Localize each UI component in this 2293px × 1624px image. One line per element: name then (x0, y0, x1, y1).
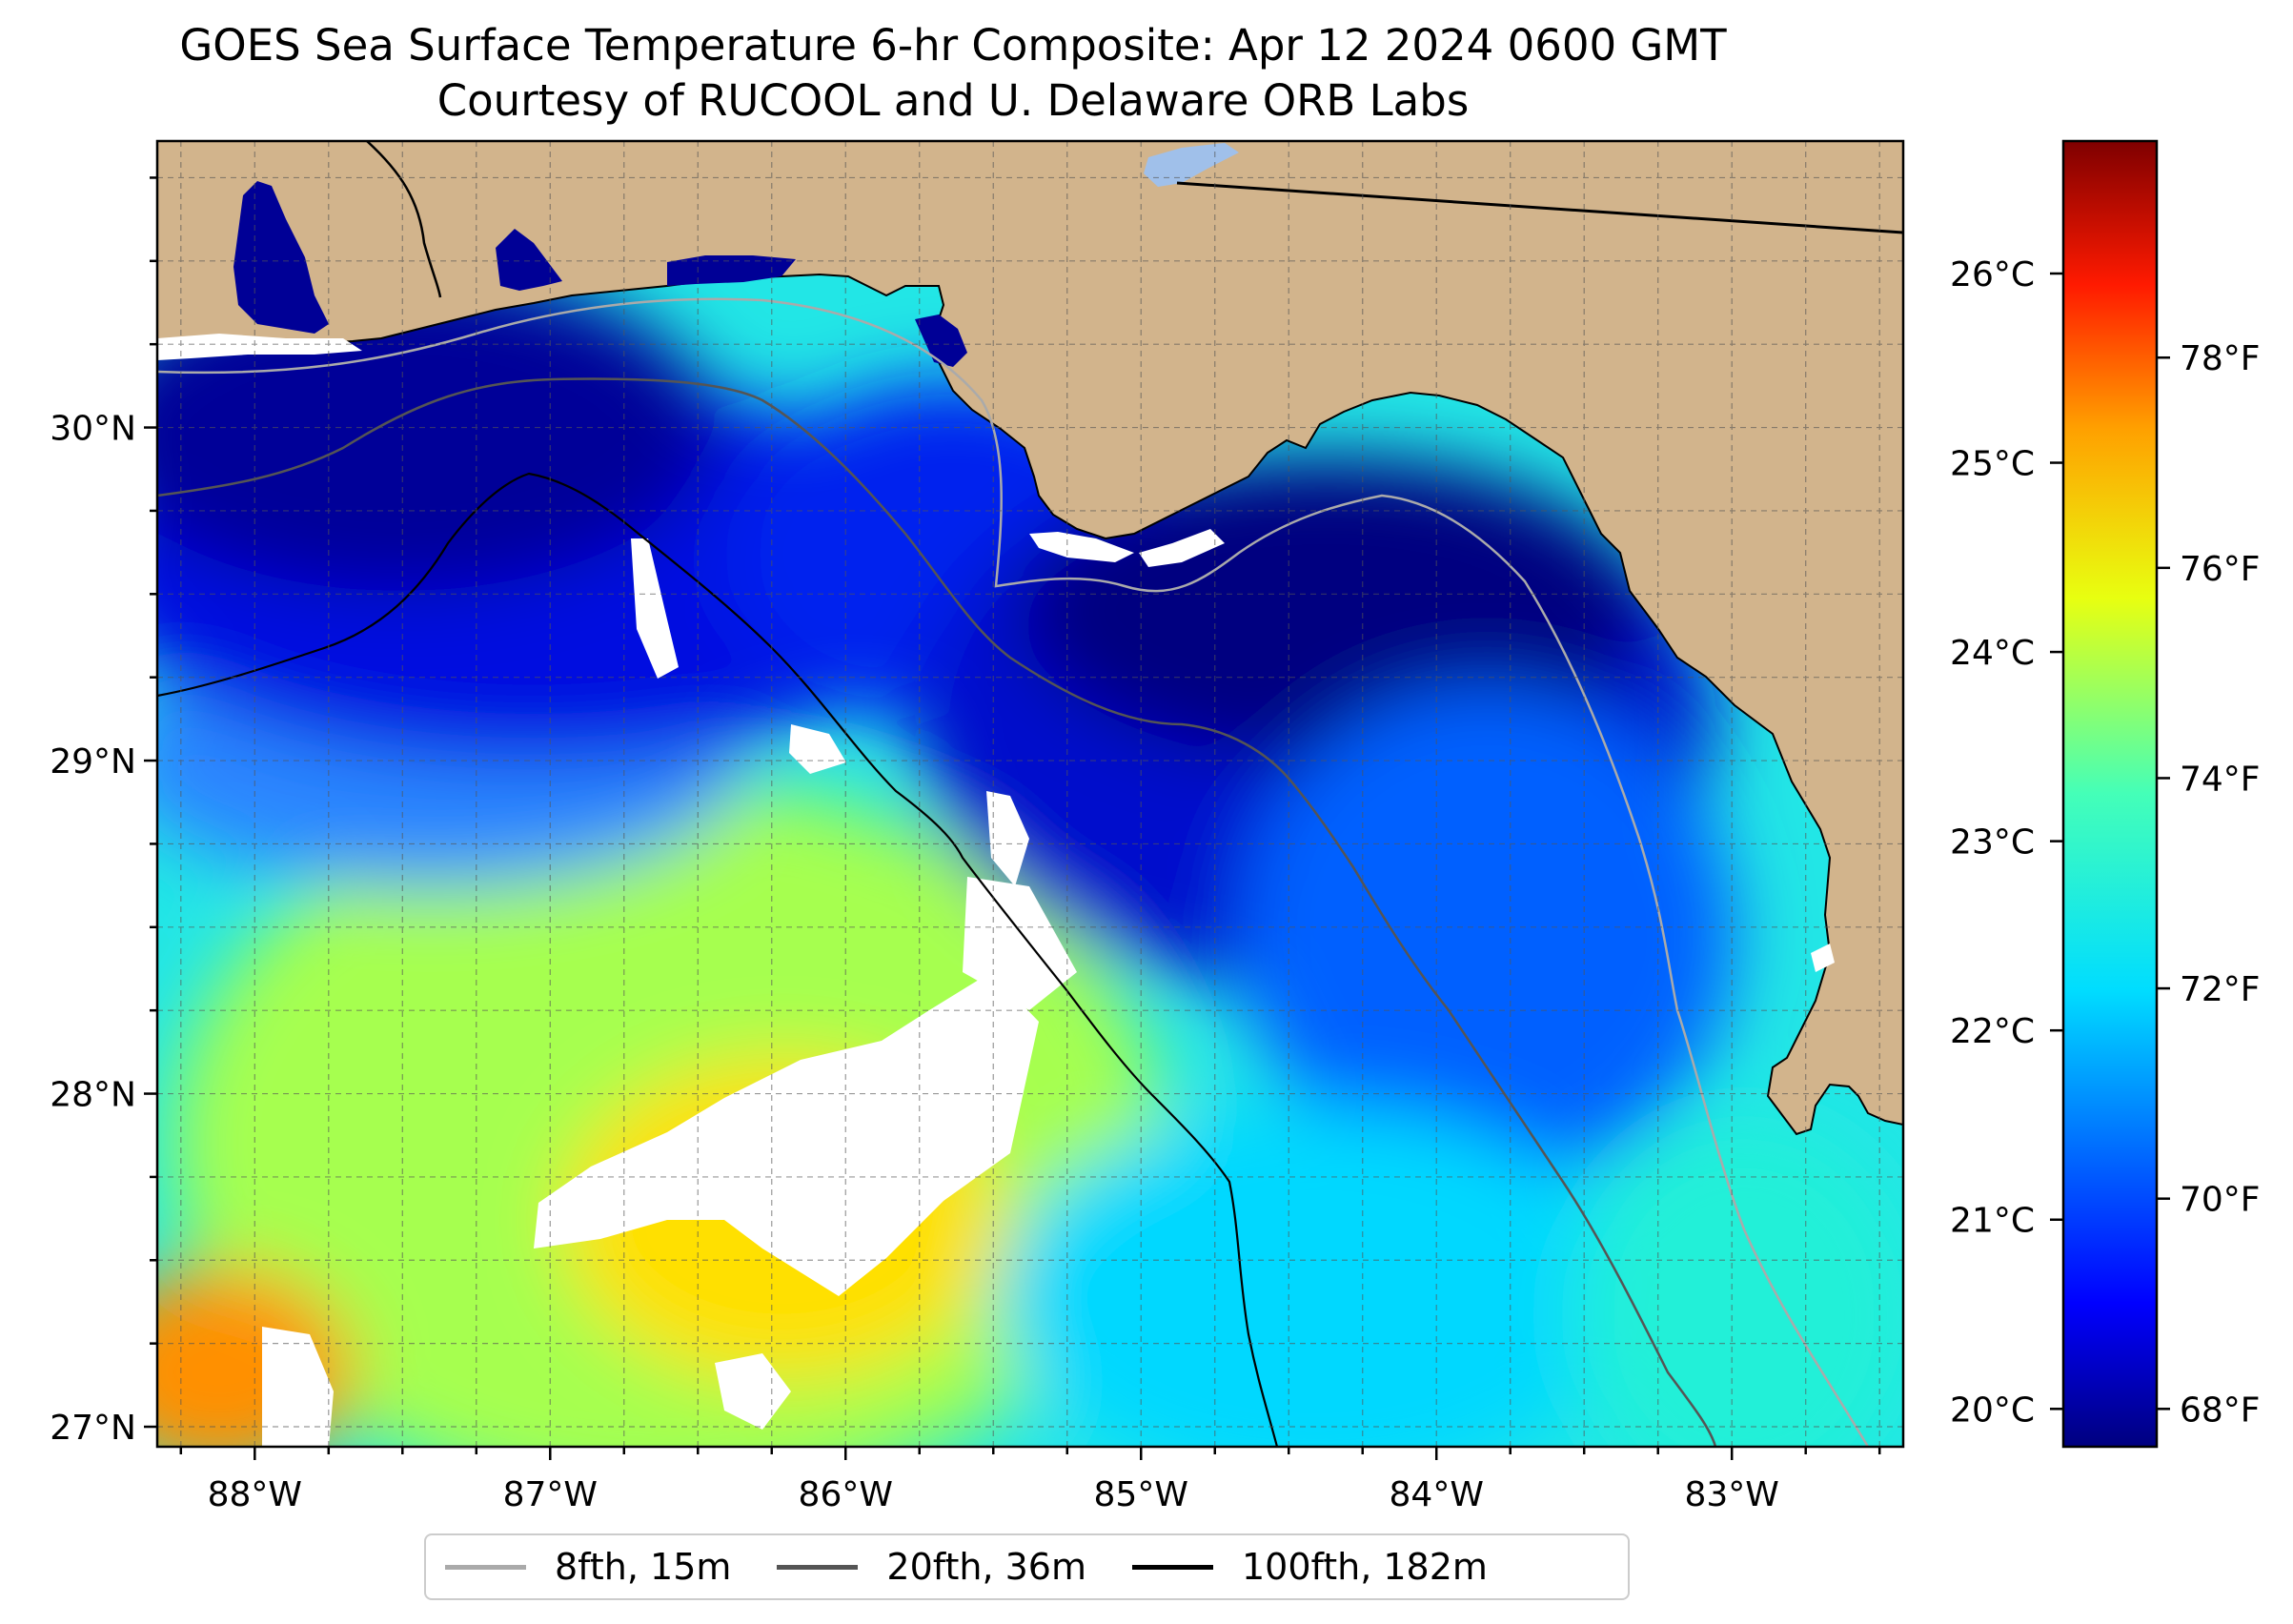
colorbar-label-c: 25°C (1950, 445, 2035, 484)
map-title: GOES Sea Surface Temperature 6-hr Compos… (179, 20, 1727, 71)
contour-100fth (157, 472, 1279, 1447)
colorbar-label-c: 24°C (1950, 634, 2035, 673)
colorbar-label-f: 78°F (2180, 339, 2261, 378)
contour-8fth (157, 297, 1870, 1447)
cloud-mask (262, 538, 1077, 1447)
legend-item-100fth: 100fth, 182m (1131, 1546, 1488, 1588)
coastal-bays (233, 181, 967, 367)
lon-tick-label: 88°W (208, 1475, 302, 1514)
state-border-west (366, 141, 442, 298)
colorbar-label-c: 20°C (1950, 1391, 2035, 1430)
colorbar-ticks (2050, 272, 2170, 1411)
legend-label-100fth: 100fth, 182m (1241, 1546, 1488, 1588)
colorbar-label-f: 76°F (2180, 550, 2261, 589)
contour-legend: 8fth, 15m 20fth, 36m 100fth, 182m (424, 1533, 1630, 1600)
land-area (157, 141, 1903, 1136)
legend-line-20fth (777, 1564, 859, 1570)
map-plot-area (157, 141, 1903, 1447)
lat-tick-label: 27°N (50, 1409, 136, 1448)
lon-tick-label: 85°W (1094, 1475, 1188, 1514)
colorbar-label-f: 70°F (2180, 1181, 2261, 1220)
legend-line-100fth (1131, 1564, 1213, 1570)
colorbar-labels: 20°C 21°C 22°C 23°C 24°C 25°C 26°C 68°F 70°F 72°F… (1950, 255, 2260, 1430)
map-frame (155, 139, 1905, 1449)
legend-item-20fth: 20fth, 36m (777, 1546, 1086, 1588)
lon-tick-label: 84°W (1390, 1475, 1484, 1514)
legend-label-20fth: 20fth, 36m (886, 1546, 1086, 1588)
state-border (1176, 181, 1903, 234)
colorbar-label-f: 74°F (2180, 760, 2261, 799)
axis-labels: 88°W 87°W 86°W 85°W 84°W 83°W 27°N 28°N 29°N 30°N (50, 410, 1779, 1514)
lat-tick-label: 30°N (50, 410, 136, 449)
shoreline-clouds (157, 334, 1835, 972)
colorbar-label-c: 26°C (1950, 255, 2035, 294)
lon-tick-label: 83°W (1685, 1475, 1779, 1514)
legend-label-8fth: 8fth, 15m (555, 1546, 732, 1588)
colorbar-label-f: 72°F (2180, 970, 2261, 1009)
contour-20fth (157, 377, 1717, 1447)
colorbar-label-c: 21°C (1950, 1202, 2035, 1241)
legend-line-8fth (445, 1564, 526, 1570)
axis-ticks (144, 176, 1881, 1460)
lon-tick-label: 86°W (799, 1475, 893, 1514)
colorbar-label-c: 22°C (1950, 1012, 2035, 1051)
lat-tick-label: 28°N (50, 1076, 136, 1115)
legend-item-8fth: 8fth, 15m (445, 1546, 731, 1588)
gridlines (157, 141, 1903, 1447)
lat-tick-label: 29°N (50, 742, 136, 782)
map-subtitle: Courtesy of RUCOOL and U. Delaware ORB L… (436, 75, 1470, 126)
lon-tick-label: 87°W (503, 1475, 598, 1514)
colorbar (2061, 139, 2159, 1449)
colorbar-label-c: 23°C (1950, 823, 2035, 863)
colorbar-label-f: 68°F (2180, 1391, 2261, 1430)
